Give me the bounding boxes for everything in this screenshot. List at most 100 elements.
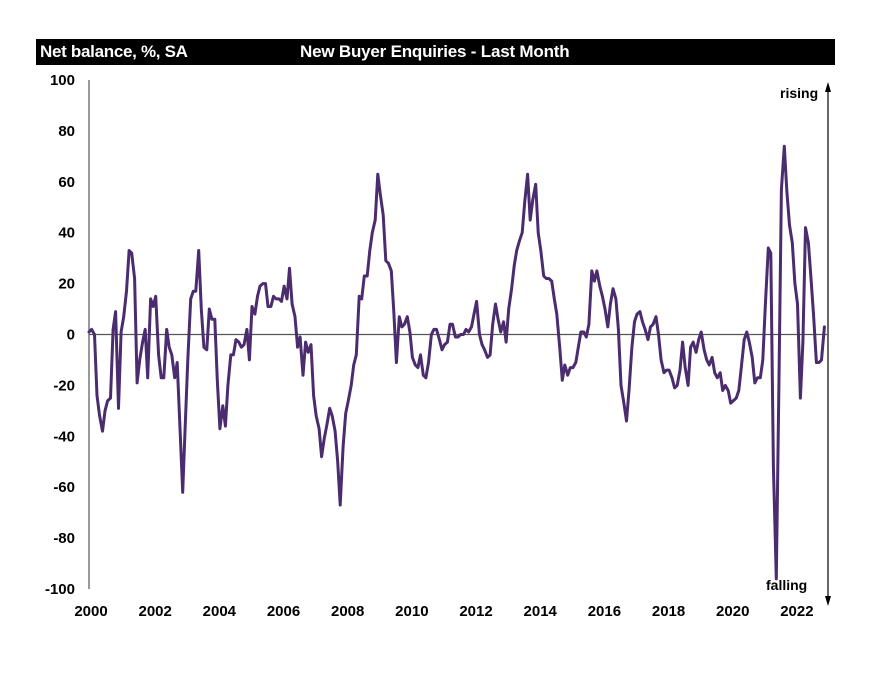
data-point (282, 284, 286, 288)
data-point (264, 282, 267, 285)
data-point (691, 340, 695, 344)
data-point (702, 348, 706, 351)
data-point (213, 318, 216, 321)
data-point (240, 346, 243, 349)
data-point (622, 402, 626, 405)
data-point (400, 325, 404, 329)
data-point (606, 325, 610, 329)
data-point (769, 251, 773, 255)
data-point (141, 340, 144, 344)
data-point (708, 363, 711, 367)
data-point (408, 330, 412, 334)
data-point (90, 328, 93, 331)
data-point (165, 328, 168, 331)
data-point (253, 312, 257, 316)
data-point (234, 338, 238, 341)
data-point (649, 325, 652, 329)
data-point (363, 274, 366, 278)
data-point (718, 371, 722, 374)
data-point (729, 402, 732, 405)
data-point (472, 312, 476, 316)
data-point (288, 267, 291, 270)
data-point (748, 340, 751, 344)
data-point (178, 422, 182, 425)
data-point (258, 284, 262, 288)
data-point (194, 290, 198, 293)
x-tick-label: 2004 (203, 603, 237, 620)
data-point (654, 315, 658, 318)
data-point (87, 330, 91, 334)
data-point (454, 335, 457, 339)
data-point (349, 384, 353, 387)
data-point (173, 376, 176, 379)
data-point (520, 231, 524, 234)
data-point (545, 277, 548, 280)
data-point (619, 384, 623, 387)
data-point (467, 330, 470, 334)
data-point (796, 302, 799, 306)
data-point (512, 264, 516, 267)
data-point (791, 241, 794, 245)
data-point (665, 368, 668, 372)
data-point (630, 346, 634, 349)
y-tick-label: 60 (58, 174, 75, 191)
data-point (761, 358, 765, 362)
data-point (98, 414, 101, 418)
data-point (202, 346, 206, 349)
data-point (502, 320, 505, 323)
y-tick-label: 20 (58, 276, 75, 293)
data-point (304, 340, 307, 344)
data-point (523, 200, 526, 204)
data-point (328, 407, 331, 410)
data-point (427, 361, 430, 364)
data-point (753, 381, 757, 385)
data-point (371, 231, 374, 234)
series-points (87, 144, 826, 581)
data-point (456, 335, 460, 339)
data-point (122, 315, 125, 318)
data-point (705, 358, 708, 362)
data-point (667, 368, 671, 372)
data-point (189, 297, 192, 301)
data-point (317, 427, 321, 430)
data-point (248, 358, 251, 362)
data-point (390, 269, 393, 273)
data-point (355, 353, 358, 357)
data-point (440, 348, 444, 351)
data-point (226, 384, 230, 387)
data-point (812, 312, 815, 316)
data-point (341, 445, 345, 448)
data-point (237, 340, 241, 344)
data-point (499, 330, 502, 334)
data-point (638, 310, 642, 313)
data-point (242, 343, 246, 346)
data-point (296, 346, 299, 349)
x-tick-label: 2010 (395, 603, 428, 620)
data-point (617, 328, 620, 331)
data-point (625, 419, 628, 423)
data-point (732, 399, 735, 402)
data-point (491, 323, 494, 326)
data-point (159, 376, 163, 379)
data-point (138, 358, 141, 362)
data-point (462, 333, 465, 336)
data-point (229, 353, 233, 357)
data-point (424, 376, 428, 379)
data-point (767, 246, 770, 250)
data-point (398, 315, 401, 318)
data-point (777, 384, 781, 387)
data-point (422, 374, 425, 377)
data-point (558, 346, 561, 349)
data-point (670, 376, 674, 379)
data-point (365, 274, 369, 278)
data-point (534, 183, 537, 186)
data-point (737, 389, 740, 392)
data-point (200, 307, 203, 311)
data-point (815, 361, 818, 364)
data-point (561, 379, 564, 382)
data-point (713, 371, 716, 374)
y-tick-label: 100 (50, 72, 75, 89)
data-point (480, 343, 484, 346)
data-point (721, 389, 724, 392)
data-point (785, 190, 789, 194)
